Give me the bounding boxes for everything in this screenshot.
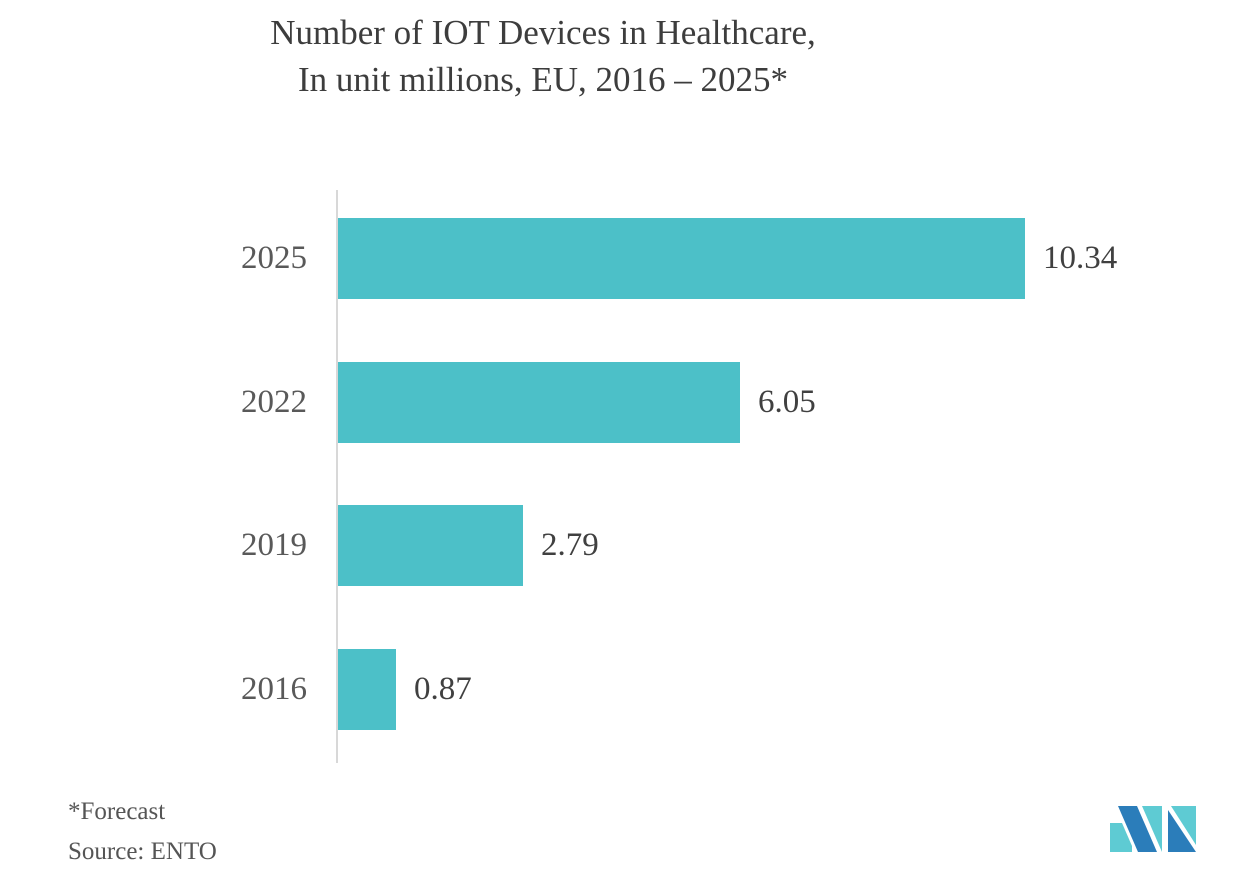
bar-category-label: 2019 — [241, 527, 307, 563]
bar-row: 2022 6.05 — [0, 362, 1253, 443]
bar — [338, 505, 523, 586]
bar-value-label: 0.87 — [414, 671, 472, 707]
bar-value-label: 10.34 — [1043, 240, 1118, 276]
logo-blue-triangle-right — [1168, 810, 1196, 852]
mordor-intelligence-logo — [1110, 806, 1196, 852]
chart-title-line1: Number of IOT Devices in Healthcare, — [270, 13, 816, 52]
bar — [338, 362, 740, 443]
bar-category-label: 2016 — [241, 671, 307, 707]
logo-teal-square — [1110, 823, 1132, 852]
source-note: Source: ENTO — [68, 838, 217, 865]
logo-teal-triangle-middle — [1142, 806, 1162, 852]
bar-row: 2025 10.34 — [0, 218, 1253, 299]
footnotes: *Forecast Source: ENTO — [68, 792, 217, 872]
bar-row: 2016 0.87 — [0, 649, 1253, 730]
chart-title-line2: In unit millions, EU, 2016 – 2025* — [298, 60, 788, 99]
logo-teal-triangle-right — [1171, 806, 1196, 845]
bar-value-label: 2.79 — [541, 527, 599, 563]
bar-category-label: 2022 — [241, 384, 307, 420]
bar — [338, 218, 1025, 299]
chart-title: Number of IOT Devices in Healthcare, In … — [0, 9, 1086, 103]
bar-row: 2019 2.79 — [0, 505, 1253, 586]
bar — [338, 649, 396, 730]
bar-value-label: 6.05 — [758, 384, 816, 420]
y-axis-line — [336, 190, 338, 763]
bar-category-label: 2025 — [241, 240, 307, 276]
logo-blue-band — [1118, 806, 1157, 852]
forecast-note: *Forecast — [68, 798, 166, 825]
